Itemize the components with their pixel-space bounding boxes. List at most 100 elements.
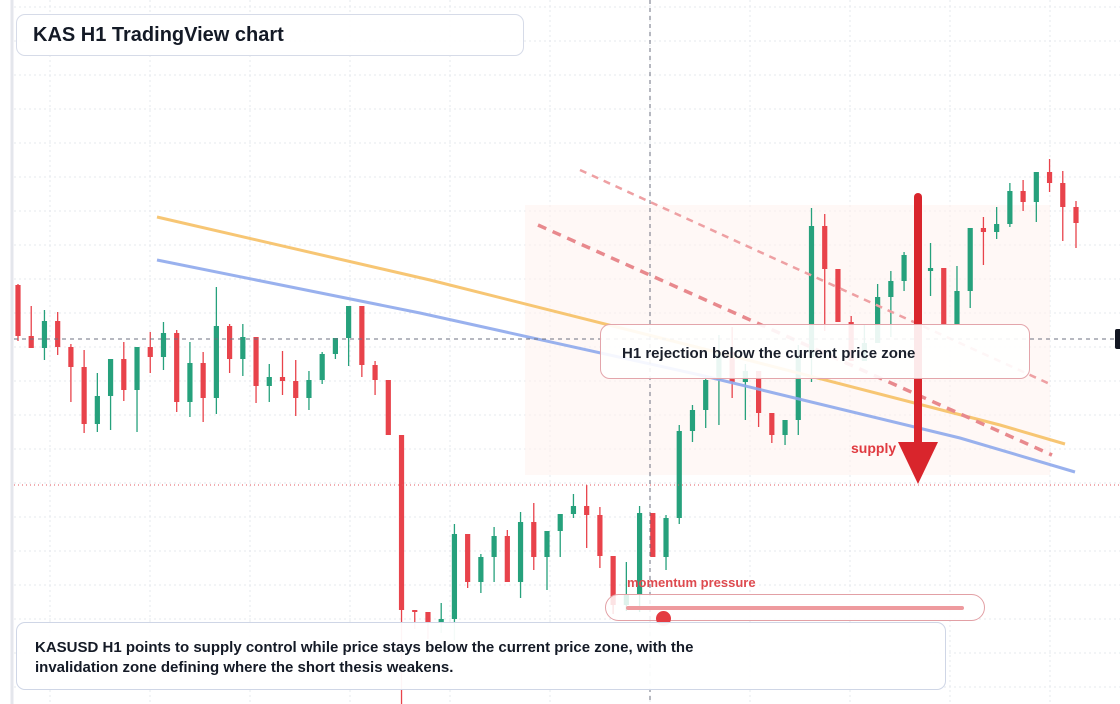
candle <box>174 330 180 412</box>
candle-body <box>359 306 365 365</box>
candle <box>782 420 788 445</box>
candle-body <box>412 610 418 612</box>
candle-body <box>597 515 603 556</box>
candle <box>279 351 286 395</box>
candle-body <box>81 367 87 424</box>
candle <box>769 413 775 443</box>
candle <box>227 324 233 373</box>
candle <box>68 344 74 402</box>
candle-body <box>557 514 563 531</box>
rejection-annotation: H1 rejection below the current price zon… <box>600 324 1030 379</box>
candle-body <box>703 380 709 410</box>
candle-body <box>901 255 907 281</box>
candle-body <box>1060 183 1066 207</box>
candle <box>967 228 973 308</box>
candle-body <box>636 513 643 594</box>
supply-label: supply <box>851 440 897 456</box>
candle <box>332 338 338 359</box>
candle-body <box>187 363 193 402</box>
candle-body <box>1020 191 1026 202</box>
candle-body <box>967 228 973 291</box>
candle-body <box>279 377 286 381</box>
candle-body <box>94 396 100 424</box>
candle-body <box>121 359 127 390</box>
candle-body <box>531 522 537 557</box>
candle-body <box>465 534 471 582</box>
candle <box>451 524 458 640</box>
candle-body <box>253 337 259 386</box>
candle <box>544 531 550 590</box>
candle <box>372 361 378 395</box>
description-text: KASUSD H1 points to supply control while… <box>35 639 694 676</box>
candle-body <box>517 522 524 582</box>
candle-body <box>134 347 140 390</box>
candle-body <box>1073 207 1079 223</box>
candle <box>266 364 272 402</box>
candle <box>41 310 48 360</box>
candle-body <box>293 381 299 398</box>
candle-body <box>941 268 947 324</box>
candle <box>15 284 21 341</box>
candle-body <box>1046 172 1053 183</box>
candle-body <box>438 619 444 622</box>
candle <box>994 207 1000 239</box>
candle <box>306 371 312 410</box>
candle-body <box>491 536 497 557</box>
candle <box>160 322 167 370</box>
candle <box>689 405 696 442</box>
candle-body <box>927 268 934 271</box>
candle <box>663 515 669 570</box>
candle <box>121 342 127 401</box>
candle <box>253 337 259 403</box>
candle <box>213 287 219 414</box>
candle <box>1046 159 1053 192</box>
candle-body <box>610 556 616 605</box>
candle <box>465 534 471 588</box>
candle-body <box>822 226 828 269</box>
candle-body <box>835 269 841 322</box>
candle-body <box>689 410 696 431</box>
candle-body <box>240 337 246 359</box>
candle-body <box>266 377 272 386</box>
candle-body <box>808 226 815 357</box>
candle <box>901 252 907 291</box>
candle-body <box>107 359 114 396</box>
candle-body <box>385 380 391 435</box>
candle <box>517 512 524 598</box>
candle <box>703 375 709 428</box>
candle-body <box>319 354 325 380</box>
candle <box>584 485 590 548</box>
candle-body <box>55 321 61 347</box>
candle-body <box>795 357 801 420</box>
candle-body <box>425 612 431 622</box>
candle <box>187 342 193 417</box>
candle <box>491 527 497 582</box>
candle-body <box>676 431 682 518</box>
candle <box>1033 172 1039 222</box>
candle-body <box>372 365 378 380</box>
candle <box>1020 180 1026 211</box>
candle-body <box>1007 191 1013 224</box>
candle <box>927 243 934 296</box>
candle-body <box>980 228 987 232</box>
candle <box>94 373 100 432</box>
candle-body <box>504 536 510 582</box>
candle <box>147 332 153 373</box>
momentum-track <box>626 606 964 626</box>
candle <box>240 324 246 376</box>
candle <box>200 352 206 422</box>
candle-body <box>584 506 590 515</box>
candlestick-series <box>15 159 1079 704</box>
candle-body <box>544 531 550 557</box>
candle-body <box>213 326 219 398</box>
price-scale-tag <box>1115 329 1120 349</box>
candle-body <box>650 513 656 557</box>
candle-body <box>200 363 206 398</box>
candle <box>293 360 299 416</box>
candle <box>478 554 484 593</box>
candle-body <box>398 435 405 610</box>
candle <box>676 425 682 524</box>
candle-body <box>1033 172 1039 202</box>
candle-body <box>68 347 74 367</box>
candle-body <box>782 420 788 435</box>
